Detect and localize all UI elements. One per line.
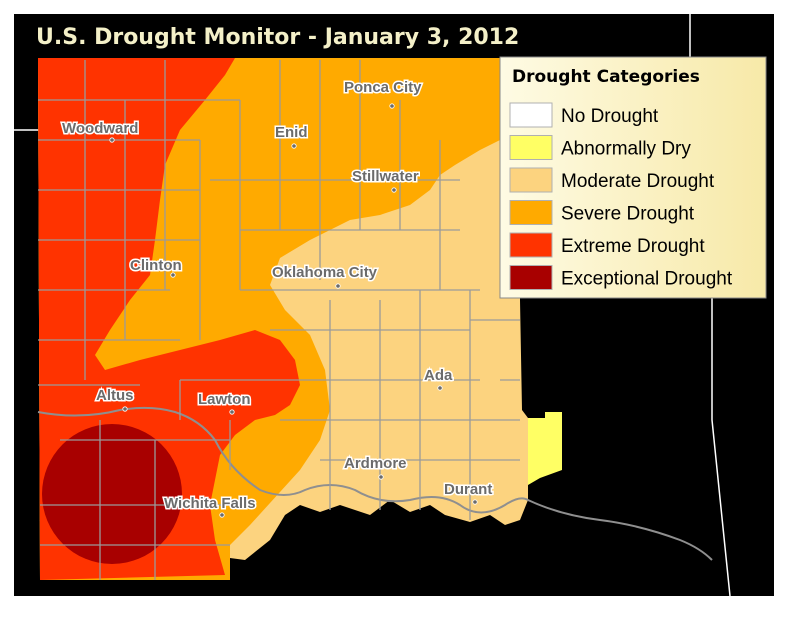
legend: Drought Categories No Drought Abnormally … — [499, 56, 767, 299]
state-border-line — [711, 295, 731, 597]
city-dot-lawton — [229, 409, 235, 415]
legend-swatch-extreme-drought — [509, 232, 553, 258]
city-dot-altus — [122, 406, 128, 412]
legend-swatch-severe-drought — [509, 200, 553, 225]
city-dot-clinton — [170, 272, 176, 278]
legend-title: Drought Categories — [512, 67, 700, 87]
legend-swatch-no-drought — [509, 102, 553, 128]
city-label-enid: Enid — [275, 124, 308, 141]
legend-label-abnormally-dry: Abnormally Dry — [561, 139, 691, 160]
legend-items: No Drought Abnormally Dry Moderate Drought… — [509, 102, 733, 290]
city-label-lawton: Lawton — [198, 391, 251, 408]
map-title: U.S. Drought Monitor - January 3, 2012 — [36, 25, 519, 50]
legend-swatch-moderate-drought — [509, 167, 553, 193]
city-dot-enid — [291, 143, 297, 149]
city-label-oklahoma-city: Oklahoma City — [272, 264, 378, 281]
city-dot-stillwater — [391, 187, 397, 193]
city-dot-durant — [472, 499, 478, 505]
legend-swatch-abnormally-dry — [509, 135, 553, 160]
city-dot-oklahoma-city — [335, 283, 341, 289]
city-dot-woodward — [109, 137, 115, 143]
legend-label-extreme-drought: Extreme Drought — [561, 236, 705, 257]
city-label-durant: Durant — [444, 481, 492, 498]
city-label-ardmore: Ardmore — [344, 455, 407, 472]
exceptional-drought-area — [42, 424, 182, 564]
legend-label-severe-drought: Severe Drought — [561, 204, 695, 225]
city-label-ponca-city: Ponca City — [344, 79, 422, 96]
red-river — [37, 406, 713, 561]
legend-label-no-drought: No Drought — [561, 106, 659, 127]
city-label-wichita-falls: Wichita Falls — [164, 495, 256, 512]
city-label-stillwater: Stillwater — [352, 168, 419, 185]
city-markers: Ponca City Woodward Enid Stillwater Clinton O… — [61, 78, 494, 518]
city-dot-wichita-falls — [219, 512, 225, 518]
city-dot-ardmore — [378, 474, 384, 480]
legend-swatch-exceptional-drought — [509, 265, 553, 290]
city-dot-ponca-city — [389, 103, 395, 109]
city-label-altus: Altus — [96, 387, 134, 404]
city-label-woodward: Woodward — [62, 120, 138, 137]
city-label-clinton: Clinton — [130, 257, 182, 274]
city-dot-ada — [437, 385, 443, 391]
city-label-ada: Ada — [424, 367, 453, 384]
legend-label-exceptional-drought: Exceptional Drought — [561, 269, 733, 290]
title-band — [14, 14, 534, 54]
abnormally-dry-area — [528, 412, 562, 485]
legend-label-moderate-drought: Moderate Drought — [561, 171, 715, 192]
county-boundaries — [38, 60, 520, 580]
